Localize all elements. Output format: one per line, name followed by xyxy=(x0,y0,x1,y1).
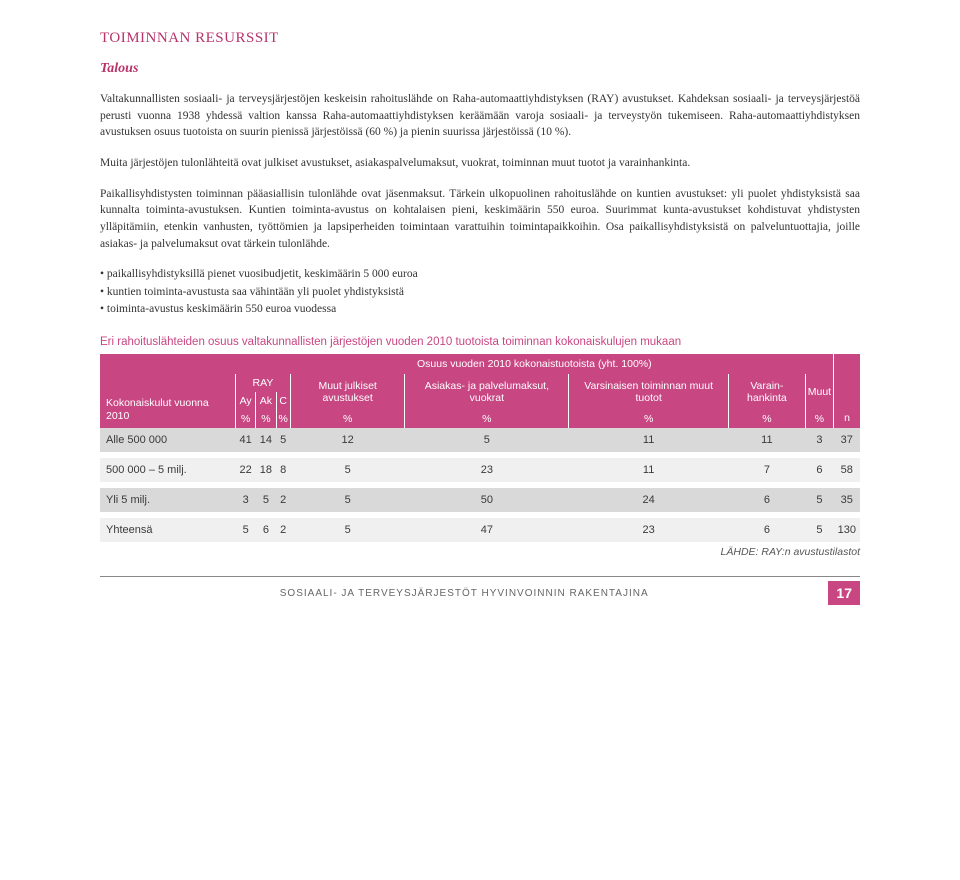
cell: 22 xyxy=(236,458,256,482)
table-row-total: Yhteensä 5 6 2 5 47 23 6 5 130 xyxy=(100,518,860,542)
cell: 2 xyxy=(276,518,290,542)
col-sub-ak: Ak xyxy=(256,392,276,410)
table-row: 500 000 – 5 milj. 22 18 8 5 23 11 7 6 58 xyxy=(100,458,860,482)
cell: 37 xyxy=(834,428,860,452)
table-row: Yli 5 milj. 3 5 2 5 50 24 6 5 35 xyxy=(100,488,860,512)
table-row: Alle 500 000 41 14 5 12 5 11 11 3 37 xyxy=(100,428,860,452)
cell: 6 xyxy=(729,518,806,542)
col-unit-pct: % xyxy=(276,410,290,428)
col-group-varsinaisen: Varsinaisen toiminnan muut tuotot xyxy=(569,374,729,410)
cell-label: Yli 5 milj. xyxy=(100,488,236,512)
col-unit-pct: % xyxy=(569,410,729,428)
page-footer: SOSIAALI- JA TERVEYSJÄRJESTÖT HYVINVOINN… xyxy=(100,581,860,605)
col-unit-pct: % xyxy=(805,410,833,428)
cell: 5 xyxy=(236,518,256,542)
col-sub-ay: Ay xyxy=(236,392,256,410)
cell: 3 xyxy=(236,488,256,512)
col-group-varain: Varain-hankinta xyxy=(729,374,806,410)
bullet-item: toiminta-avustus keskimäärin 550 euroa v… xyxy=(100,301,860,318)
cell: 11 xyxy=(569,458,729,482)
cell: 58 xyxy=(834,458,860,482)
cell: 11 xyxy=(569,428,729,452)
cell: 7 xyxy=(729,458,806,482)
cell: 5 xyxy=(405,428,569,452)
cell: 14 xyxy=(256,428,276,452)
cell: 5 xyxy=(290,518,405,542)
cell: 130 xyxy=(834,518,860,542)
subsection-heading: Talous xyxy=(100,61,860,77)
cell: 47 xyxy=(405,518,569,542)
cell: 5 xyxy=(805,518,833,542)
col-group-ray: RAY xyxy=(236,374,291,392)
cell: 24 xyxy=(569,488,729,512)
col-header-left: Kokonaiskulut vuonna 2010 xyxy=(100,354,236,428)
cell: 12 xyxy=(290,428,405,452)
paragraph-2: Muita järjestöjen tulonlähteitä ovat jul… xyxy=(100,155,860,172)
cell: 23 xyxy=(405,458,569,482)
cell: 5 xyxy=(290,488,405,512)
bullet-list: paikallisyhdistyksillä pienet vuosibudje… xyxy=(100,266,860,318)
col-header-top: Osuus vuoden 2010 kokonaistuotoista (yht… xyxy=(236,354,834,374)
cell: 6 xyxy=(729,488,806,512)
paragraph-1: Valtakunnallisten sosiaali- ja terveysjä… xyxy=(100,91,860,141)
cell: 50 xyxy=(405,488,569,512)
cell: 6 xyxy=(256,518,276,542)
cell: 23 xyxy=(569,518,729,542)
cell: 5 xyxy=(256,488,276,512)
cell: 18 xyxy=(256,458,276,482)
paragraph-3: Paikallisyhdistysten toiminnan pääasiall… xyxy=(100,186,860,253)
cell: 5 xyxy=(290,458,405,482)
col-group-asiakas: Asiakas- ja palvelumaksut, vuokrat xyxy=(405,374,569,410)
table-source: LÄHDE: RAY:n avustustilastot xyxy=(100,546,860,558)
cell: 5 xyxy=(276,428,290,452)
col-group-muut: Muut xyxy=(805,374,833,410)
col-unit-pct: % xyxy=(236,410,256,428)
col-group-muut-julkiset: Muut julkiset avustukset xyxy=(290,374,405,410)
section-heading: TOIMINNAN RESURSSIT xyxy=(100,30,860,47)
page-number: 17 xyxy=(828,581,860,605)
financing-table: Kokonaiskulut vuonna 2010 Osuus vuoden 2… xyxy=(100,354,860,542)
col-unit-pct: % xyxy=(290,410,405,428)
col-unit-pct: % xyxy=(405,410,569,428)
col-unit-pct: % xyxy=(729,410,806,428)
cell: 2 xyxy=(276,488,290,512)
bullet-item: kuntien toiminta-avustusta saa vähintään… xyxy=(100,284,860,301)
cell: 41 xyxy=(236,428,256,452)
cell: 5 xyxy=(805,488,833,512)
cell: 8 xyxy=(276,458,290,482)
col-header-n: n xyxy=(834,354,860,428)
col-unit-pct: % xyxy=(256,410,276,428)
bullet-item: paikallisyhdistyksillä pienet vuosibudje… xyxy=(100,266,860,283)
cell: 6 xyxy=(805,458,833,482)
col-sub-c: C xyxy=(276,392,290,410)
footer-divider xyxy=(100,576,860,577)
cell: 3 xyxy=(805,428,833,452)
cell: 35 xyxy=(834,488,860,512)
cell-label: Yhteensä xyxy=(100,518,236,542)
cell-label: Alle 500 000 xyxy=(100,428,236,452)
footer-text: SOSIAALI- JA TERVEYSJÄRJESTÖT HYVINVOINN… xyxy=(280,588,649,599)
cell-label: 500 000 – 5 milj. xyxy=(100,458,236,482)
cell: 11 xyxy=(729,428,806,452)
table-title: Eri rahoituslähteiden osuus valtakunnall… xyxy=(100,336,860,348)
